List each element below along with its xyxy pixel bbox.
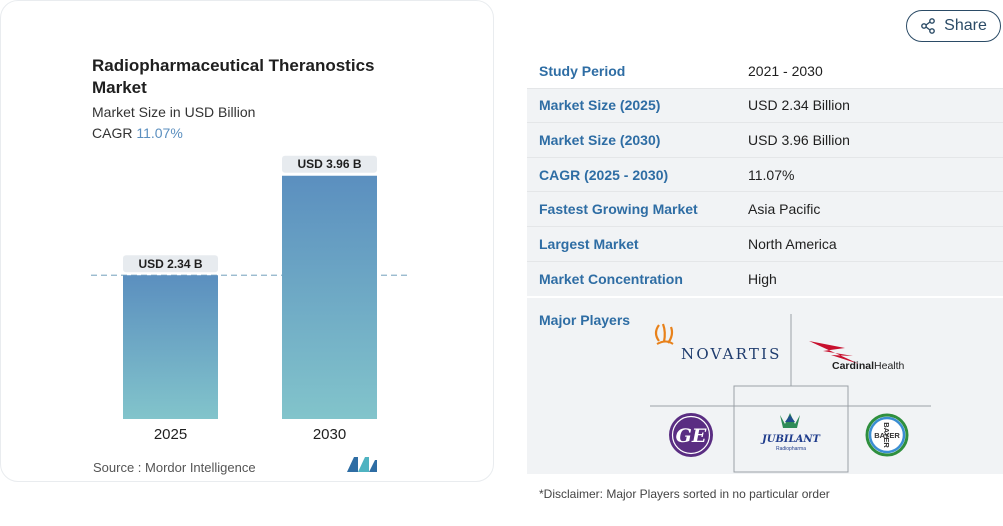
info-key: Study Period	[539, 62, 626, 79]
info-key: CAGR (2025 - 2030)	[539, 166, 669, 183]
bar-2030	[282, 175, 377, 419]
info-row-market-size-2030: Market Size (2030) USD 3.96 Billion	[527, 123, 1003, 158]
source-text: Source : Mordor Intelligence	[93, 460, 256, 475]
svg-text:BAYER: BAYER	[874, 431, 900, 440]
svg-text:BAYER: BAYER	[882, 422, 891, 448]
cagr-label: CAGR	[92, 125, 133, 141]
info-value: USD 2.34 Billion	[748, 97, 850, 114]
info-value: 2021 - 2030	[748, 62, 823, 79]
major-players-label: Major Players	[539, 312, 631, 328]
info-row-concentration: Market Concentration High	[527, 261, 1003, 297]
data-label-bg	[282, 155, 377, 173]
disclaimer-text: *Disclaimer: Major Players sorted in no …	[539, 487, 830, 501]
chart-card: Radiopharmaceutical Theranostics Market …	[0, 0, 494, 482]
info-value: Asia Pacific	[748, 201, 821, 218]
chart-title: Radiopharmaceutical Theranostics Market	[92, 56, 375, 97]
share-button[interactable]: Share	[906, 10, 1001, 42]
info-key: Fastest Growing Market	[539, 201, 698, 218]
info-row-cagr: CAGR (2025 - 2030) 11.07%	[527, 157, 1003, 193]
svg-text:NOVARTIS: NOVARTIS	[681, 345, 782, 363]
share-label: Share	[944, 17, 987, 34]
info-value: 11.07%	[748, 166, 795, 183]
grid-divider	[733, 385, 849, 473]
info-key: Largest Market	[539, 235, 639, 252]
info-value: North America	[748, 235, 837, 252]
cagr-line: CAGR 11.07%	[92, 125, 183, 141]
info-value: High	[748, 270, 777, 287]
players-logo-grid: NOVARTIS CardinalHealth GE JUBILANT Radi…	[650, 314, 931, 473]
info-row-largest-market: Largest Market North America	[527, 226, 1003, 262]
data-label: USD 2.34 B	[138, 257, 202, 271]
bar-2025	[123, 275, 218, 419]
info-key: Market Size (2030)	[539, 131, 661, 148]
mordor-intelligence-logo	[347, 457, 377, 472]
svg-text:CardinalHealth: CardinalHealth	[832, 360, 905, 372]
info-key: Market Concentration	[539, 270, 683, 287]
x-tick-label: 2025	[154, 426, 187, 443]
major-players-panel: Major Players NOVARTIS CardinalHealth GE…	[527, 298, 1003, 474]
cardinal-health-logo: CardinalHealth	[809, 341, 905, 372]
svg-text:Radiopharma: Radiopharma	[776, 446, 806, 452]
x-tick-label: 2030	[313, 426, 346, 443]
chart-subtitle: Market Size in USD Billion	[92, 104, 256, 120]
bar-chart: USD 2.34 B 2025 USD 3.96 B 2030	[91, 155, 411, 443]
info-row-fastest-growing: Fastest Growing Market Asia Pacific	[527, 192, 1003, 227]
data-label-bg	[123, 255, 218, 273]
bayer-logo: BAYER BAYER	[865, 413, 909, 457]
cagr-value: 11.07%	[136, 125, 183, 141]
svg-text:JUBILANT: JUBILANT	[760, 434, 822, 445]
info-row-study-period: Study Period 2021 - 2030	[527, 54, 1003, 89]
market-info-table: Study Period 2021 - 2030 Market Size (20…	[527, 54, 1003, 297]
info-key: Market Size (2025)	[539, 97, 661, 114]
info-row-market-size-2025: Market Size (2025) USD 2.34 Billion	[527, 88, 1003, 124]
info-value: USD 3.96 Billion	[748, 131, 850, 148]
novartis-logo: NOVARTIS	[654, 323, 782, 363]
data-label: USD 3.96 B	[297, 157, 361, 171]
svg-text:GE: GE	[676, 425, 707, 447]
ge-logo: GE	[669, 413, 713, 457]
share-icon	[921, 18, 936, 34]
jubilant-logo: JUBILANT Radiopharma	[760, 413, 822, 452]
